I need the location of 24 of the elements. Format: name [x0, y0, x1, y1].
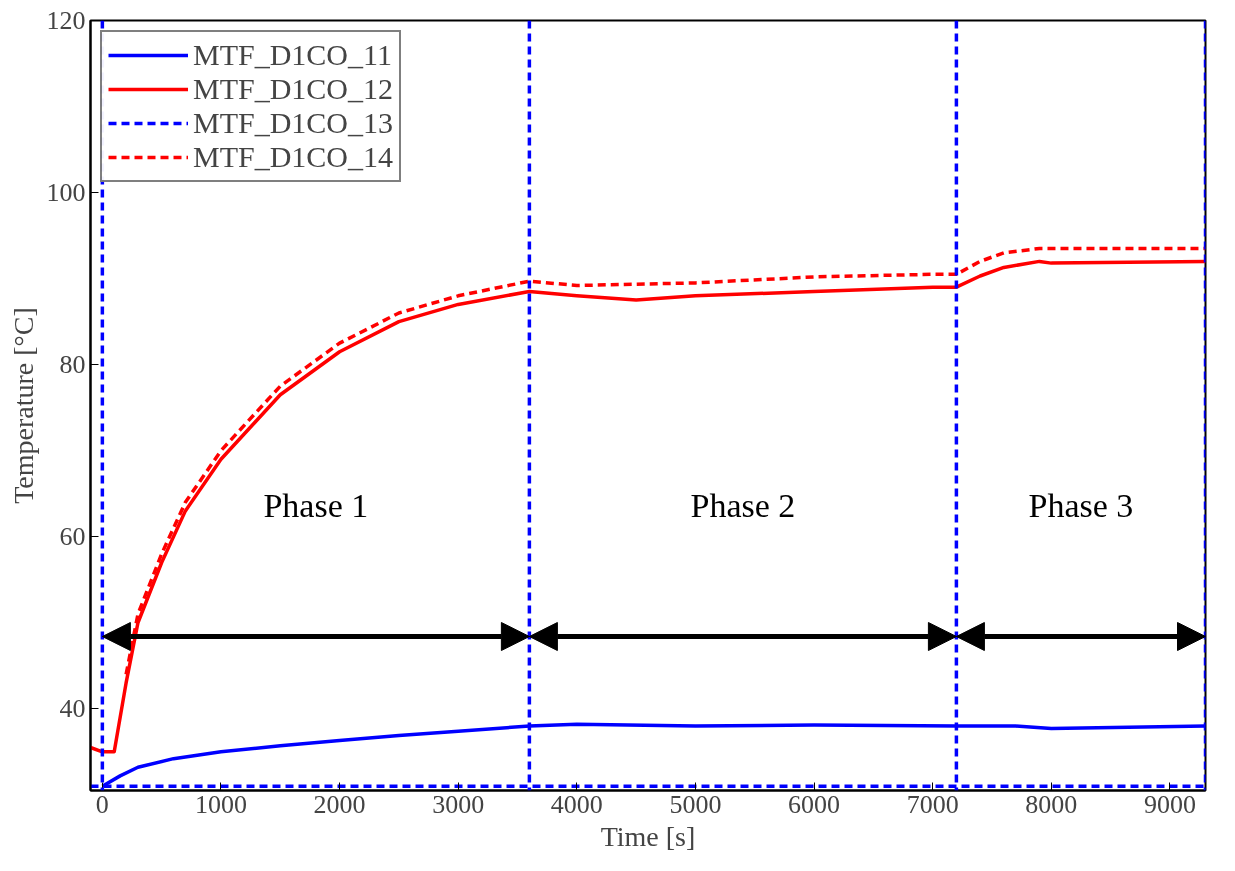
x-tick-label: 1000 — [194, 789, 247, 819]
x-tick-label: 6000 — [788, 789, 841, 819]
annotation: Phase 1 — [263, 487, 369, 525]
y-tick-label: 120 — [46, 6, 86, 35]
x-tick-label: 3000 — [432, 789, 485, 819]
x-tick-label: 2000 — [313, 789, 366, 819]
legend-label: MTF_D1CO_11 — [193, 38, 392, 72]
x-tick-label: 4000 — [550, 789, 603, 819]
x-tick-label: 0 — [95, 789, 109, 819]
y-tick-label: 60 — [59, 522, 86, 552]
annotation: Phase 2 — [690, 487, 796, 525]
x-tick-label: 9000 — [1143, 789, 1196, 819]
annotation: Phase 3 — [1028, 487, 1134, 525]
y-axis-title: Temperature [°C] — [7, 307, 39, 504]
legend-label: MTF_D1CO_12 — [193, 72, 394, 106]
x-tick-label: 5000 — [669, 789, 722, 819]
x-tick-label: 7000 — [906, 789, 959, 819]
y-tick-label: 80 — [59, 350, 86, 380]
x-axis-title: Time [s] — [600, 820, 696, 852]
legend-label: MTF_D1CO_14 — [193, 140, 394, 174]
y-tick-label: 100 — [46, 178, 86, 208]
y-tick-label: 40 — [59, 694, 86, 724]
legend-label: MTF_D1CO_13 — [193, 106, 394, 140]
x-tick-label: 8000 — [1025, 789, 1078, 819]
